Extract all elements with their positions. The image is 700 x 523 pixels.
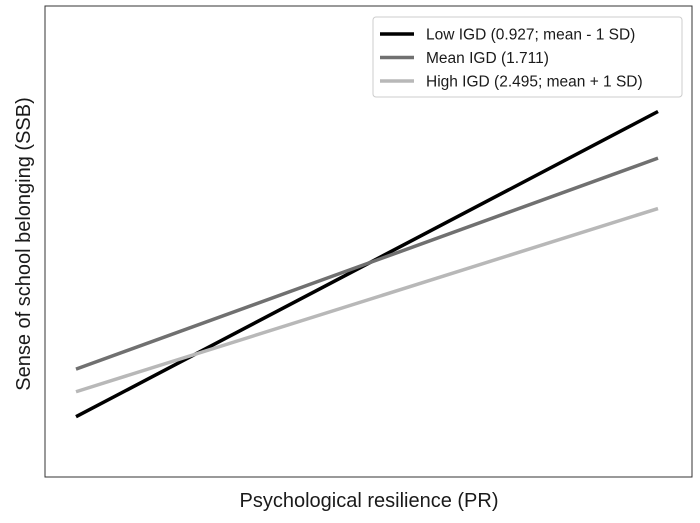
legend-label-1: Mean IGD (1.711) [426, 50, 549, 67]
legend-box [372, 16, 683, 98]
legend-entries: Low IGD (0.927; mean - 1 SD) Mean IGD (1.… [380, 27, 643, 91]
legend-label-2: High IGD (2.495; mean + 1 SD) [426, 74, 643, 91]
series-line-2 [75, 206, 659, 394]
y-axis-label: Sense of school belonging (SSB) [13, 97, 35, 391]
legend: Low IGD (0.927; mean - 1 SD) Mean IGD (1.… [372, 16, 683, 98]
plot-frame [44, 5, 693, 478]
legend-label-0: Low IGD (0.927; mean - 1 SD) [426, 27, 635, 44]
x-axis-label: Psychological resilience (PR) [240, 490, 499, 512]
series-layer [75, 109, 659, 419]
series-line-1 [75, 156, 659, 371]
